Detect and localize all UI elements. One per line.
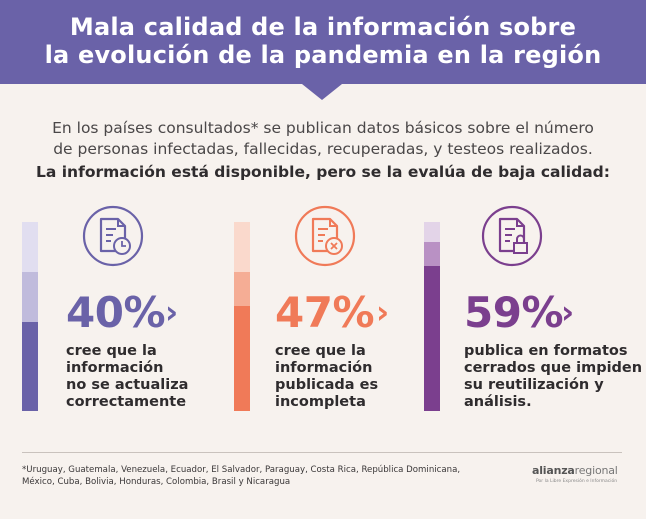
bar-1-mid bbox=[22, 272, 38, 322]
stat-2-percent: 47% bbox=[275, 288, 375, 337]
bar-1-fill bbox=[22, 322, 38, 411]
chevron-right-icon: › bbox=[561, 293, 575, 331]
stat-2-desc-line: cree que la bbox=[275, 343, 366, 359]
bar-3-mid bbox=[424, 242, 440, 266]
stat-2-desc-line: publicada es bbox=[275, 377, 379, 393]
stat-3-description: publica en formatos cerrados que impiden… bbox=[464, 343, 642, 411]
stat-2-desc-line: incompleta bbox=[275, 394, 366, 410]
alianza-regional-logo: alianzaregional bbox=[532, 464, 618, 477]
intro-line2: de personas infectadas, fallecidas, recu… bbox=[53, 140, 593, 158]
bar-2-mid bbox=[234, 272, 250, 306]
footer-divider bbox=[22, 452, 622, 453]
document-clock-icon bbox=[82, 205, 144, 267]
footnote-line2: México, Cuba, Bolivia, Honduras, Colombi… bbox=[22, 477, 291, 487]
document-lock-icon bbox=[481, 205, 543, 267]
stat-3-desc-line: análisis. bbox=[464, 394, 532, 410]
stat-1-desc-line: cree que la bbox=[66, 343, 157, 359]
bar-3-fill bbox=[424, 266, 440, 411]
stat-3-desc-line: su reutilización y bbox=[464, 377, 604, 393]
header-notch bbox=[302, 84, 342, 100]
intro-highlight: La información está disponible, pero se … bbox=[36, 163, 610, 181]
stat-1-percent: 40% bbox=[66, 288, 166, 337]
footnote-line1: *Uruguay, Guatemala, Venezuela, Ecuador,… bbox=[22, 465, 461, 475]
stat-3-percent: 59% bbox=[464, 288, 564, 337]
logo-tagline: Por la Libre Expresión e Información bbox=[536, 479, 618, 484]
stat-1-description: cree que la información no se actualiza … bbox=[66, 343, 188, 411]
chevron-right-icon: › bbox=[165, 293, 179, 331]
stat-3-desc-line: cerrados que impiden bbox=[464, 360, 643, 376]
bar-2-light bbox=[234, 222, 250, 272]
logo-name-suffix: regional bbox=[574, 464, 618, 477]
header-banner: Mala calidad de la información sobre la … bbox=[0, 0, 646, 84]
stat-2-description: cree que la información publicada es inc… bbox=[275, 343, 378, 411]
bar-2-fill bbox=[234, 306, 250, 411]
logo-name: alianza bbox=[532, 464, 575, 477]
document-x-icon bbox=[294, 205, 356, 267]
stat-2-desc-line: información bbox=[275, 360, 373, 376]
stat-1-desc-line: no se actualiza bbox=[66, 377, 189, 393]
stat-3-desc-line: publica en formatos bbox=[464, 343, 628, 359]
bar-3-light bbox=[424, 222, 440, 242]
bar-1-light bbox=[22, 222, 38, 272]
page-title-line1: Mala calidad de la información sobre bbox=[69, 13, 577, 41]
chevron-right-icon: › bbox=[376, 293, 390, 331]
stat-1-desc-line: correctamente bbox=[66, 394, 187, 410]
intro-line1: En los países consultados* se publican d… bbox=[52, 119, 594, 137]
stat-1-desc-line: información bbox=[66, 360, 164, 376]
page-title-line2: la evolución de la pandemia en la región bbox=[44, 41, 602, 69]
